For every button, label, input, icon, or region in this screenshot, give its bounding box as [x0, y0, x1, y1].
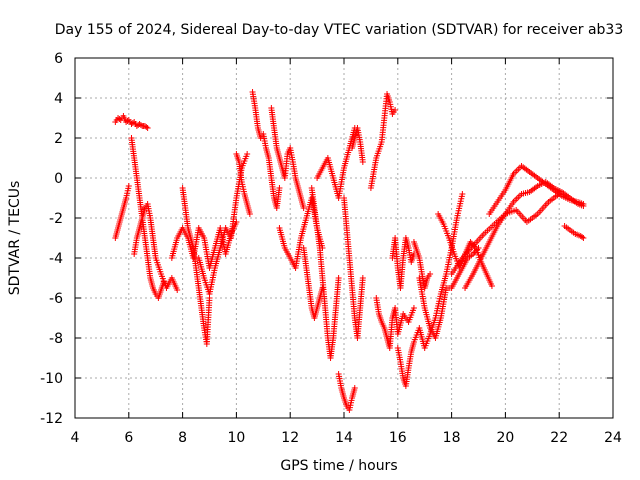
y-tick-label: -8	[49, 331, 63, 347]
data-point	[459, 191, 466, 197]
data-point	[300, 205, 307, 211]
data-point	[143, 124, 150, 130]
x-tick-label: 22	[550, 430, 568, 446]
data-point	[359, 159, 366, 165]
data-point	[351, 385, 358, 391]
data-point	[246, 211, 253, 217]
x-tick-label: 10	[227, 430, 245, 446]
y-tick-label: 6	[54, 51, 63, 67]
data-point	[174, 287, 181, 293]
data-point	[244, 151, 251, 157]
x-tick-label: 24	[604, 430, 622, 446]
y-tick-label: -2	[49, 211, 63, 227]
y-tick-label: 4	[54, 91, 63, 107]
y-tick-label: -10	[40, 371, 63, 387]
chart-title: Day 155 of 2024, Sidereal Day-to-day VTE…	[55, 22, 624, 38]
data-point	[488, 283, 495, 289]
data-points	[112, 89, 587, 413]
x-axis-label: GPS time / hours	[280, 458, 397, 474]
data-point	[144, 125, 151, 131]
data-point	[276, 185, 283, 191]
data-point	[137, 122, 144, 128]
data-point	[410, 305, 417, 311]
data-point	[580, 201, 587, 207]
x-tick-label: 12	[281, 430, 299, 446]
x-tick-label: 6	[124, 430, 133, 446]
data-point	[392, 107, 399, 113]
data-point	[125, 183, 132, 189]
data-point	[580, 235, 587, 241]
y-axis-label: SDTVAR / TECUs	[7, 181, 23, 296]
x-tick-label: 20	[496, 430, 514, 446]
data-point	[427, 271, 434, 277]
y-tick-label: -4	[49, 251, 63, 267]
x-tick-label: 8	[178, 430, 187, 446]
data-point	[556, 191, 563, 197]
data-point	[335, 275, 342, 281]
y-tick-label: 2	[54, 131, 63, 147]
x-tick-label: 14	[335, 430, 353, 446]
data-point	[124, 118, 131, 124]
x-tick-label: 4	[71, 430, 80, 446]
x-tick-label: 16	[389, 430, 407, 446]
y-tick-label: 0	[54, 171, 63, 187]
data-point	[129, 120, 136, 126]
x-tick-label: 18	[443, 430, 461, 446]
data-point	[359, 275, 366, 281]
y-tick-label: -12	[40, 411, 63, 427]
y-tick-label: -6	[49, 291, 63, 307]
data-point	[579, 234, 586, 240]
data-point	[116, 116, 123, 122]
